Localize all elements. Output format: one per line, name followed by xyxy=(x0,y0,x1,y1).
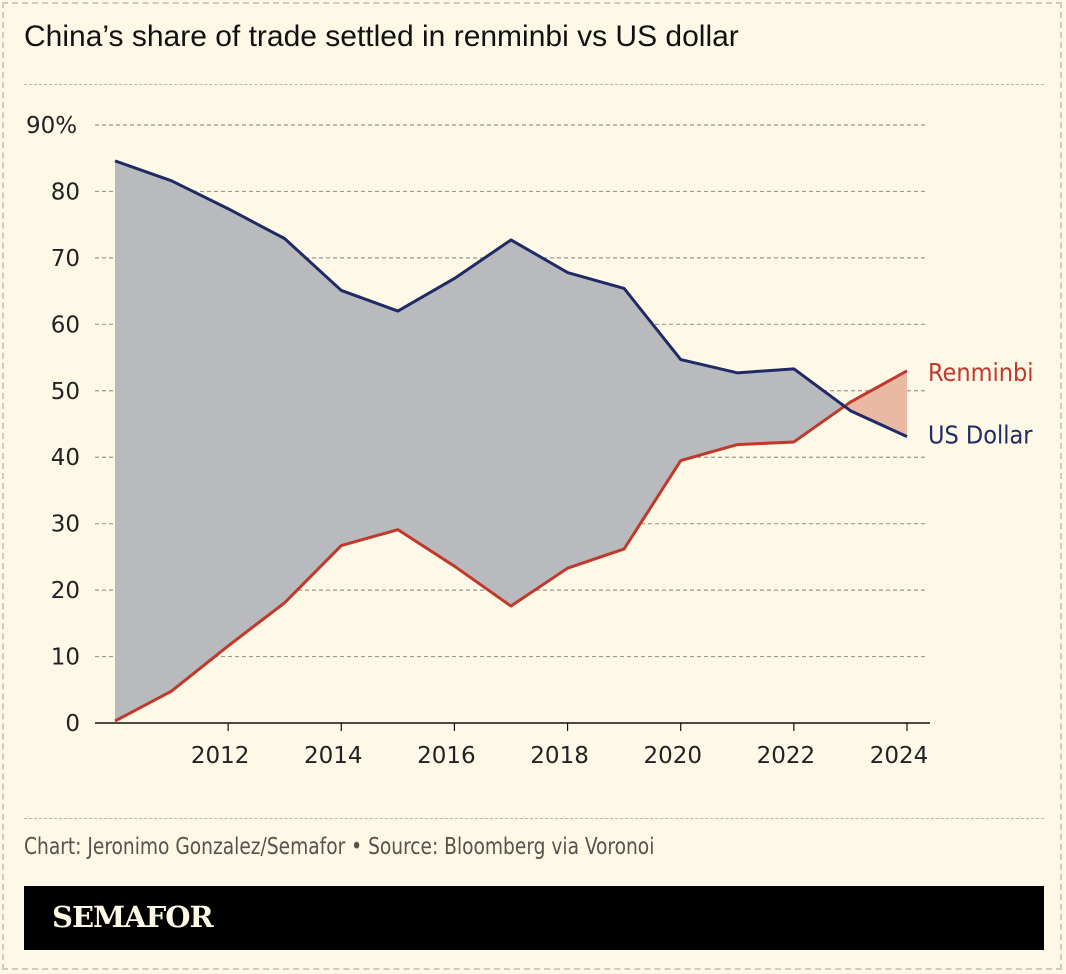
brand-bar: SEMAFOR xyxy=(24,886,1044,950)
y-tick-label: 70 xyxy=(51,246,80,272)
x-tick-label: 2014 xyxy=(304,743,363,769)
series-label: US Dollar xyxy=(928,421,1033,450)
x-tick-label: 2022 xyxy=(757,743,816,769)
y-tick-label: 80 xyxy=(51,179,80,205)
x-tick-label: 2024 xyxy=(870,743,929,769)
y-tick-label: 50 xyxy=(51,379,80,405)
area-between-series xyxy=(844,370,907,437)
source-note: Chart: Jeronimo Gonzalez/Semafor • Sourc… xyxy=(24,834,655,860)
series-line-renminbi xyxy=(114,369,908,723)
divider xyxy=(24,818,1044,819)
x-tick-label: 2012 xyxy=(191,743,250,769)
y-tick-label: 0 xyxy=(65,711,80,737)
series-label: Renminbi xyxy=(928,358,1034,387)
y-tick-label: 60 xyxy=(51,312,80,338)
series-line-us-dollar xyxy=(114,159,908,438)
y-tick-label: 10 xyxy=(51,645,80,671)
y-tick-label: 90% xyxy=(26,113,77,139)
x-tick-label: 2018 xyxy=(530,743,589,769)
y-tick-label: 20 xyxy=(51,578,80,604)
x-tick-label: 2016 xyxy=(417,743,476,769)
semafor-logo: SEMAFOR xyxy=(52,900,214,934)
chart-title: China’s share of trade settled in renmin… xyxy=(24,20,739,53)
area-between-series xyxy=(115,160,845,722)
divider xyxy=(24,84,1044,85)
y-tick-label: 40 xyxy=(51,445,80,471)
x-tick-label: 2020 xyxy=(643,743,702,769)
y-tick-label: 30 xyxy=(51,512,80,538)
